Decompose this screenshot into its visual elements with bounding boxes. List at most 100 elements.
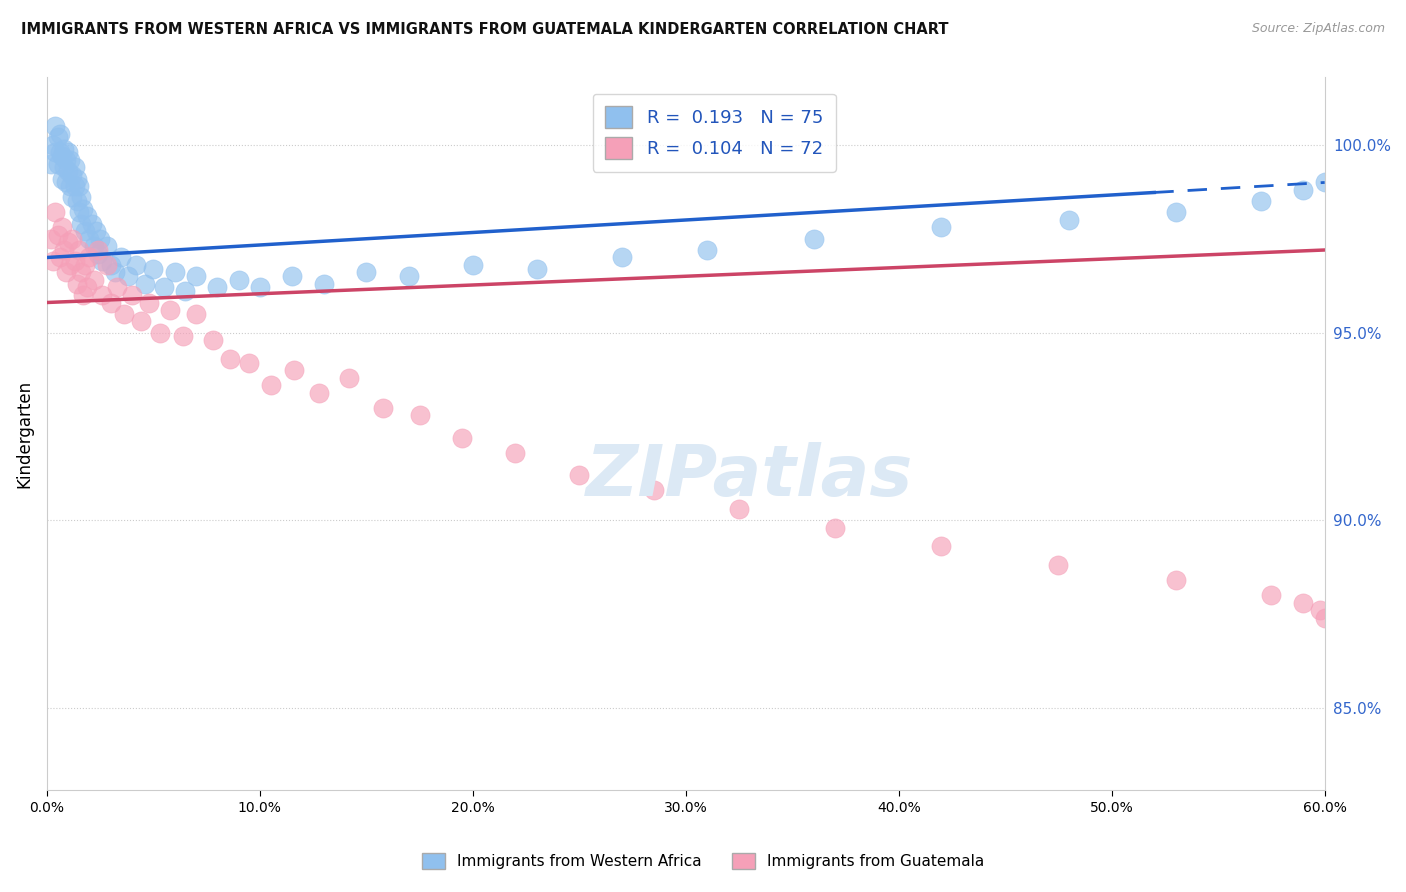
Point — [184, 269, 207, 284]
Point — [373, 401, 395, 415]
Point — [1309, 603, 1331, 617]
Point — [129, 314, 152, 328]
Point — [238, 355, 260, 369]
Point — [76, 209, 98, 223]
Point — [80, 217, 103, 231]
Point — [48, 251, 70, 265]
Point — [1292, 596, 1315, 610]
Point — [1057, 213, 1080, 227]
Point — [1313, 610, 1336, 624]
Point — [51, 171, 73, 186]
Point — [96, 239, 118, 253]
Point — [67, 179, 90, 194]
Point — [52, 161, 75, 175]
Point — [100, 258, 122, 272]
Point — [66, 277, 89, 291]
Point — [75, 224, 97, 238]
Point — [83, 239, 105, 253]
Point — [283, 363, 305, 377]
Point — [75, 258, 97, 272]
Point — [125, 258, 148, 272]
Point — [184, 307, 207, 321]
Point — [44, 145, 66, 160]
Point — [121, 288, 143, 302]
Point — [62, 168, 84, 182]
Point — [59, 179, 82, 194]
Point — [48, 145, 70, 160]
Point — [149, 326, 172, 340]
Point — [96, 258, 118, 272]
Point — [696, 243, 718, 257]
Point — [259, 378, 281, 392]
Point — [67, 205, 90, 219]
Point — [105, 280, 128, 294]
Point — [163, 265, 186, 279]
Point — [207, 280, 229, 294]
Point — [610, 251, 633, 265]
Point — [219, 351, 242, 366]
Point — [249, 280, 271, 294]
Point — [568, 468, 591, 483]
Point — [1047, 558, 1070, 572]
Point — [51, 149, 73, 163]
Point — [55, 265, 77, 279]
Point — [87, 243, 110, 257]
Point — [1292, 183, 1315, 197]
Point — [1260, 588, 1282, 602]
Point — [63, 254, 86, 268]
Point — [52, 142, 75, 156]
Point — [104, 265, 127, 279]
Point — [91, 254, 114, 268]
Point — [174, 285, 197, 299]
Point — [142, 261, 165, 276]
Point — [643, 483, 665, 497]
Point — [312, 277, 335, 291]
Point — [66, 194, 89, 209]
Point — [70, 265, 93, 279]
Point — [52, 243, 75, 257]
Point — [526, 261, 548, 276]
Point — [408, 408, 430, 422]
Point — [505, 445, 527, 459]
Point — [39, 157, 62, 171]
Point — [100, 295, 122, 310]
Point — [63, 161, 86, 175]
Point — [76, 280, 98, 294]
Point — [62, 232, 84, 246]
Point — [228, 273, 250, 287]
Point — [117, 269, 139, 284]
Point — [59, 258, 82, 272]
Point — [281, 269, 304, 284]
Text: ZIPatlas: ZIPatlas — [586, 442, 914, 511]
Point — [91, 288, 114, 302]
Point — [46, 130, 69, 145]
Point — [201, 333, 224, 347]
Point — [451, 431, 474, 445]
Point — [46, 157, 69, 171]
Point — [153, 280, 176, 294]
Point — [46, 227, 69, 242]
Text: Source: ZipAtlas.com: Source: ZipAtlas.com — [1251, 22, 1385, 36]
Point — [172, 329, 194, 343]
Point — [134, 277, 156, 291]
Point — [42, 138, 65, 153]
Legend: R =  0.193   N = 75, R =  0.104   N = 72: R = 0.193 N = 75, R = 0.104 N = 72 — [592, 94, 835, 172]
Point — [83, 273, 105, 287]
Point — [112, 307, 135, 321]
Text: IMMIGRANTS FROM WESTERN AFRICA VS IMMIGRANTS FROM GUATEMALA KINDERGARTEN CORRELA: IMMIGRANTS FROM WESTERN AFRICA VS IMMIGR… — [21, 22, 949, 37]
Y-axis label: Kindergarten: Kindergarten — [15, 380, 32, 488]
Legend: Immigrants from Western Africa, Immigrants from Guatemala: Immigrants from Western Africa, Immigran… — [416, 847, 990, 875]
Point — [356, 265, 378, 279]
Point — [48, 127, 70, 141]
Point — [728, 501, 751, 516]
Point — [159, 303, 181, 318]
Point — [39, 232, 62, 246]
Point — [824, 520, 846, 534]
Point — [67, 243, 90, 257]
Point — [56, 164, 79, 178]
Point — [461, 258, 484, 272]
Point — [55, 153, 77, 167]
Point — [79, 251, 101, 265]
Point — [72, 202, 94, 216]
Point — [138, 295, 160, 310]
